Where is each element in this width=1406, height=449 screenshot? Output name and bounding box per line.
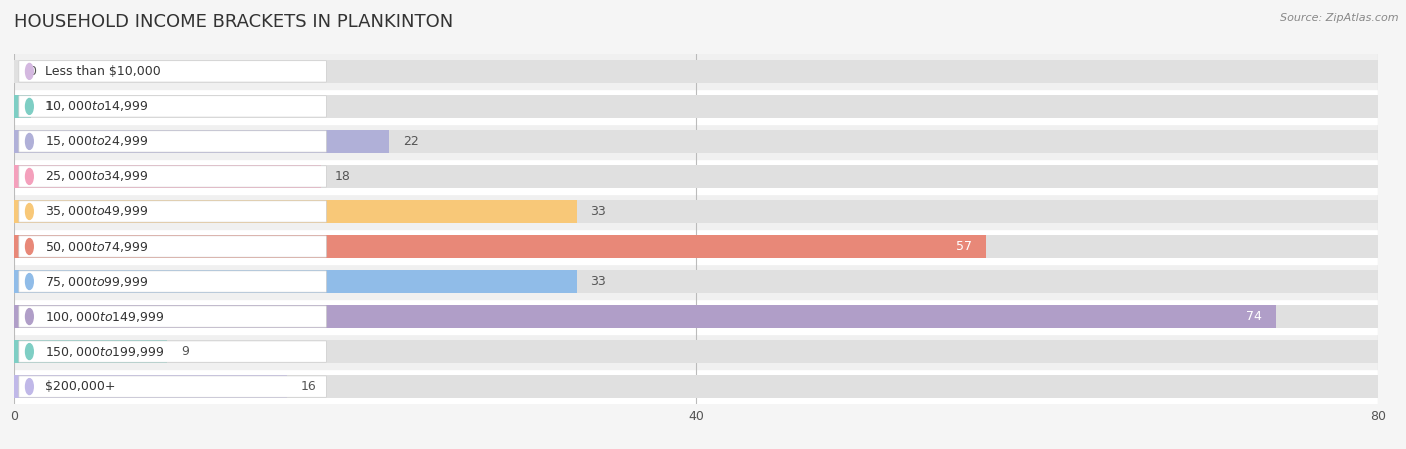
Text: Source: ZipAtlas.com: Source: ZipAtlas.com [1281, 13, 1399, 23]
FancyBboxPatch shape [18, 236, 326, 257]
Text: 0: 0 [28, 65, 35, 78]
Bar [14, 194, 1378, 229]
Circle shape [25, 63, 34, 79]
Text: $15,000 to $24,999: $15,000 to $24,999 [45, 134, 148, 149]
Text: $25,000 to $34,999: $25,000 to $34,999 [45, 169, 148, 184]
Circle shape [25, 379, 34, 395]
Text: $35,000 to $49,999: $35,000 to $49,999 [45, 204, 148, 219]
Text: $150,000 to $199,999: $150,000 to $199,999 [45, 344, 165, 359]
Bar [14, 124, 1378, 159]
Text: $10,000 to $14,999: $10,000 to $14,999 [45, 99, 148, 114]
Bar [14, 130, 1378, 153]
Circle shape [25, 308, 34, 325]
FancyBboxPatch shape [18, 131, 326, 152]
Circle shape [25, 273, 34, 290]
FancyBboxPatch shape [18, 376, 326, 397]
Text: 22: 22 [402, 135, 419, 148]
Bar [14, 200, 1378, 223]
Text: 16: 16 [301, 380, 316, 393]
Bar [14, 60, 1378, 83]
FancyBboxPatch shape [18, 96, 326, 117]
Bar [14, 235, 1378, 258]
FancyBboxPatch shape [18, 271, 326, 292]
Bar [14, 159, 1378, 194]
Text: 74: 74 [1246, 310, 1263, 323]
Bar [14, 89, 1378, 124]
FancyBboxPatch shape [18, 61, 326, 82]
FancyBboxPatch shape [18, 166, 326, 187]
Text: HOUSEHOLD INCOME BRACKETS IN PLANKINTON: HOUSEHOLD INCOME BRACKETS IN PLANKINTON [14, 13, 453, 31]
Bar [14, 200, 576, 223]
Bar [14, 264, 1378, 299]
Bar [14, 270, 576, 293]
Text: $200,000+: $200,000+ [45, 380, 115, 393]
Bar [14, 165, 1378, 188]
Bar [14, 305, 1275, 328]
Bar [14, 369, 1378, 404]
Text: 33: 33 [591, 275, 606, 288]
Text: $100,000 to $149,999: $100,000 to $149,999 [45, 309, 165, 324]
Bar [14, 340, 167, 363]
Text: 1: 1 [45, 100, 52, 113]
Text: Less than $10,000: Less than $10,000 [45, 65, 160, 78]
Bar [14, 235, 986, 258]
Text: 33: 33 [591, 205, 606, 218]
Bar [14, 334, 1378, 369]
Bar [14, 299, 1378, 334]
Text: 18: 18 [335, 170, 350, 183]
Circle shape [25, 133, 34, 150]
FancyBboxPatch shape [18, 201, 326, 222]
Text: 57: 57 [956, 240, 972, 253]
Bar [14, 270, 1378, 293]
Bar [14, 229, 1378, 264]
Circle shape [25, 203, 34, 220]
Bar [14, 95, 1378, 118]
FancyBboxPatch shape [18, 306, 326, 327]
Circle shape [25, 343, 34, 360]
Bar [14, 375, 287, 398]
Bar [14, 54, 1378, 89]
Bar [14, 165, 321, 188]
Circle shape [25, 168, 34, 185]
Bar [14, 95, 31, 118]
Bar [14, 340, 1378, 363]
Circle shape [25, 98, 34, 114]
Bar [14, 305, 1378, 328]
Bar [14, 130, 389, 153]
Text: $50,000 to $74,999: $50,000 to $74,999 [45, 239, 148, 254]
Bar [14, 375, 1378, 398]
Circle shape [25, 238, 34, 255]
Text: 9: 9 [181, 345, 188, 358]
Text: $75,000 to $99,999: $75,000 to $99,999 [45, 274, 148, 289]
FancyBboxPatch shape [18, 341, 326, 362]
